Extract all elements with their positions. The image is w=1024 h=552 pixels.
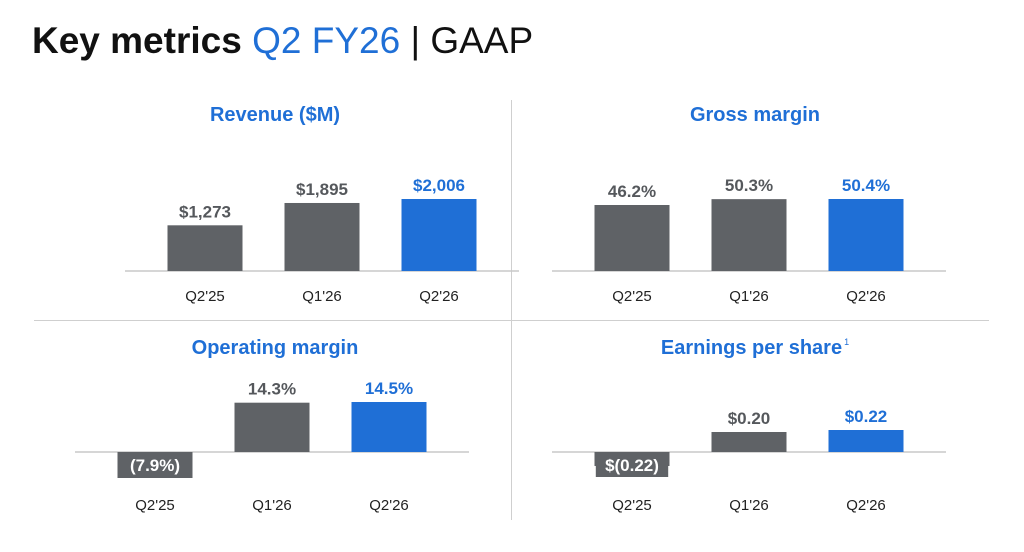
category-label: Q1'26 xyxy=(302,288,342,305)
bar xyxy=(167,225,243,271)
data-label: $1,895 xyxy=(296,180,348,199)
title-basis: | GAAP xyxy=(410,20,534,61)
bar xyxy=(594,205,670,271)
eps-chart-title: Earnings per share 1 xyxy=(530,337,980,360)
title-period: Q2 FY26 xyxy=(252,20,401,61)
data-label: 50.3% xyxy=(725,176,773,195)
operating-margin-chart-title: Operating margin xyxy=(191,337,359,359)
bar xyxy=(401,199,477,271)
category-label: Q2'26 xyxy=(419,288,459,305)
eps-panel: Earnings per share 1 $(0.22) Q2'25 $0.20 Q1'… xyxy=(530,337,980,552)
eps-chart: $(0.22) Q2'25 $0.20 Q1'26 $0.22 Q2'26 xyxy=(552,407,946,514)
bar xyxy=(711,432,787,452)
category-label: Q2'25 xyxy=(612,497,652,514)
data-label-background xyxy=(595,454,669,477)
operating-margin-chart: (7.9%) Q2'25 14.3% Q1'26 14.5% Q2'26 xyxy=(75,379,469,514)
data-label: 14.3% xyxy=(248,380,296,399)
gross-margin-chart-title: Gross margin xyxy=(689,104,821,126)
bar xyxy=(351,402,427,452)
bar xyxy=(284,202,360,271)
gross-margin-chart: 46.2% Q2'25 50.3% Q1'26 50.4% Q2'26 xyxy=(552,176,946,305)
data-label: $1,273 xyxy=(179,202,231,221)
category-label: Q2'26 xyxy=(846,288,886,305)
bar xyxy=(828,199,904,271)
footnote-marker: 1 xyxy=(844,337,850,347)
category-label: Q2'25 xyxy=(185,288,225,305)
data-label: (7.9%) xyxy=(130,456,180,475)
data-label: $0.22 xyxy=(845,407,888,426)
category-label: Q2'26 xyxy=(846,497,886,514)
data-label: 46.2% xyxy=(608,182,656,201)
data-label: 50.4% xyxy=(842,176,890,195)
gross-margin-panel: Gross margin 46.2% Q2'25 50.3% Q1'26 50.4% Q2… xyxy=(530,104,980,319)
title-main: Key metrics xyxy=(32,20,242,61)
category-label: Q2'25 xyxy=(612,288,652,305)
data-label: $0.20 xyxy=(728,409,771,428)
data-label: $2,006 xyxy=(413,176,465,195)
data-label: $(0.22) xyxy=(605,456,659,475)
category-label: Q1'26 xyxy=(729,497,769,514)
bar xyxy=(828,430,904,452)
data-label-background xyxy=(123,454,187,477)
category-label: Q2'26 xyxy=(369,497,409,514)
bar xyxy=(234,402,310,452)
revenue-chart-title: Revenue ($M) xyxy=(209,104,341,126)
page-title: Key metrics Q2 FY26 | GAAP xyxy=(32,20,533,62)
eps-title-text: Earnings per share xyxy=(660,337,843,359)
category-label: Q1'26 xyxy=(729,288,769,305)
data-label: 14.5% xyxy=(365,379,413,398)
category-label: Q2'25 xyxy=(135,497,175,514)
horizontal-divider xyxy=(34,320,989,321)
bar xyxy=(711,199,787,271)
vertical-divider xyxy=(511,100,512,520)
revenue-panel: Revenue ($M) $1,273 Q2'25 $1,895 Q1'26 $2,00… xyxy=(50,104,519,319)
revenue-chart: $1,273 Q2'25 $1,895 Q1'26 $2,006 Q2'26 xyxy=(125,176,519,305)
category-label: Q1'26 xyxy=(252,497,292,514)
operating-margin-panel: Operating margin (7.9%) Q2'25 14.3% Q1'26 14… xyxy=(50,337,500,552)
